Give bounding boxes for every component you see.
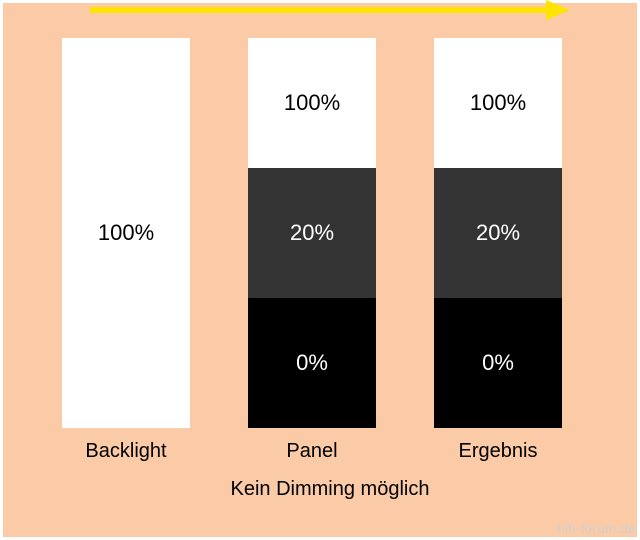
arrow-line [90,7,550,13]
bar-backlight: 100% [62,38,190,428]
bar-panel-segment: 100% [248,38,376,168]
bar-label-ergebnis: Ergebnis [434,440,562,463]
bar-label-panel: Panel [248,440,376,463]
bar-backlight-segment: 100% [62,38,190,428]
bar-panel: 100%20%0% [248,38,376,428]
bar-panel-segment: 20% [248,168,376,298]
bar-panel-segment: 0% [248,298,376,428]
bar-ergebnis-segment: 100% [434,38,562,168]
bar-ergebnis: 100%20%0% [434,38,562,428]
bar-label-backlight: Backlight [62,440,190,463]
watermark: hifi-forum.de [557,521,636,536]
bar-ergebnis-segment: 0% [434,298,562,428]
arrow-head-icon [546,0,570,20]
chart-canvas: Kein Dimming möglich hifi-forum.de 100% B… [0,0,640,540]
caption: Kein Dimming möglich [180,478,480,501]
bar-ergebnis-segment: 20% [434,168,562,298]
